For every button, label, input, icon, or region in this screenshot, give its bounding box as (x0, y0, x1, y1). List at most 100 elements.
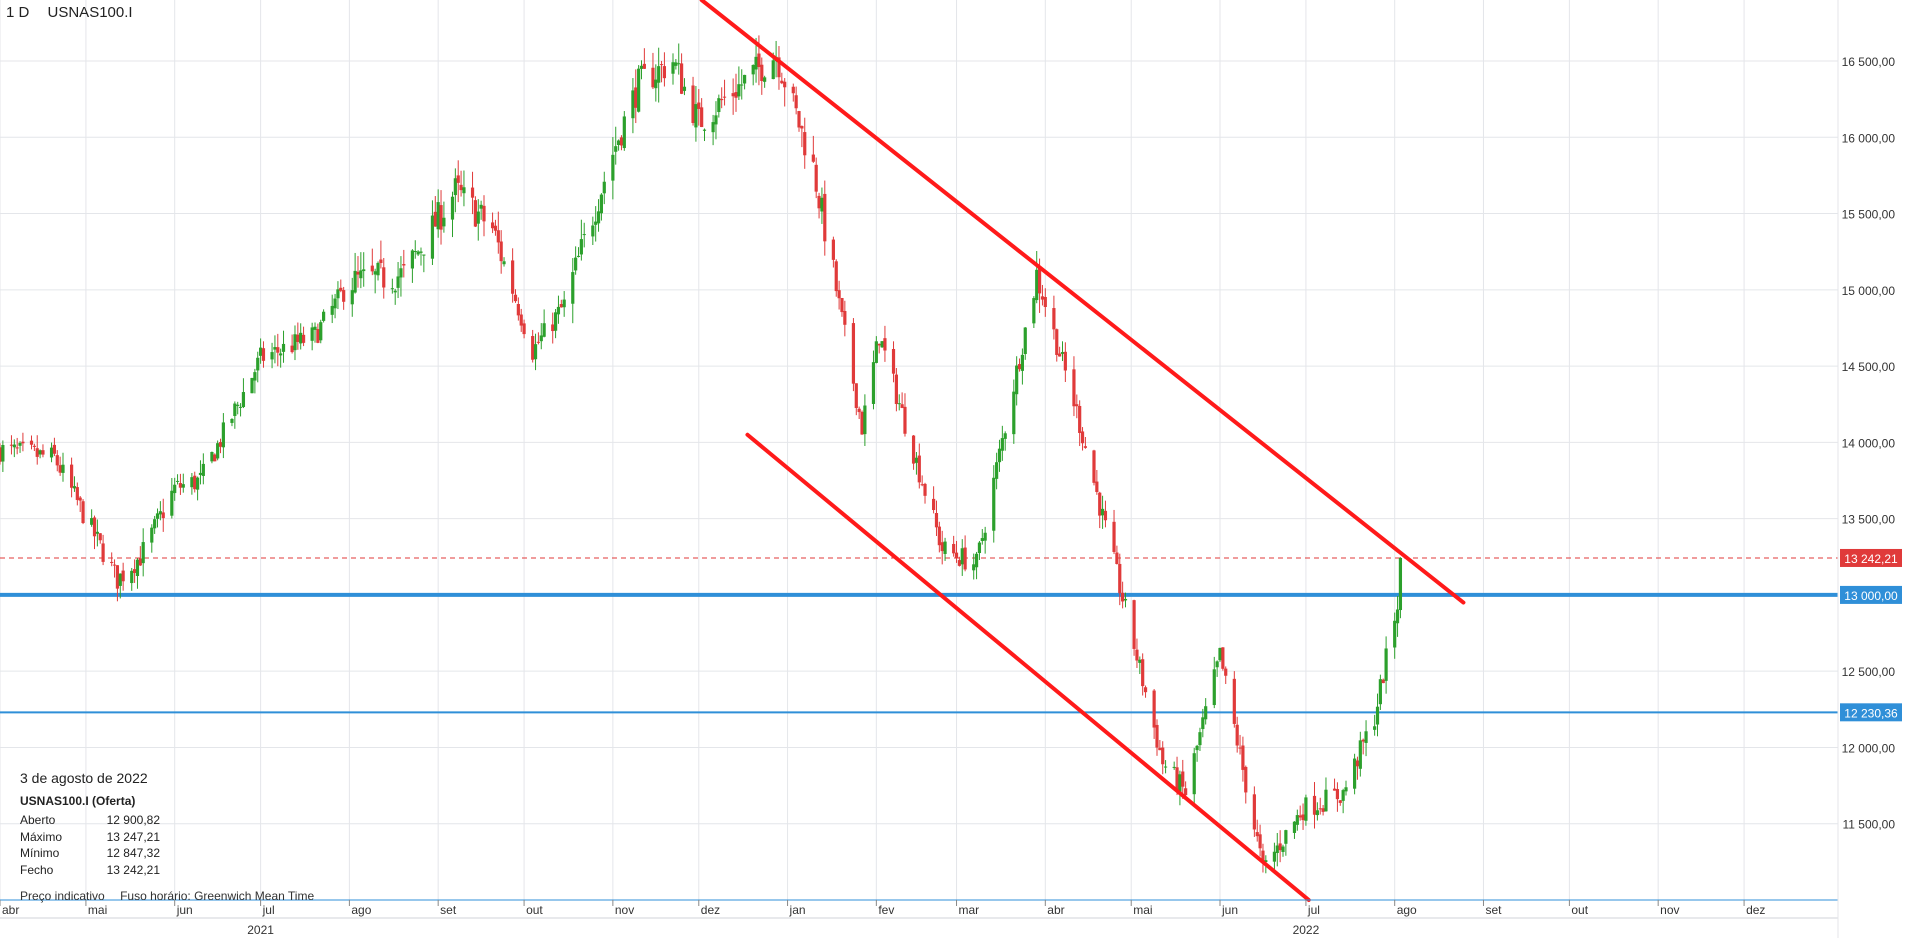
candle-body (413, 251, 417, 253)
candle-body (900, 404, 904, 408)
candle-body (519, 314, 523, 326)
price-level-tag (1840, 585, 1902, 604)
candle-body (631, 90, 635, 119)
candle-body (1152, 690, 1156, 728)
candle-body (834, 261, 838, 292)
x-tick-label: fev (878, 903, 894, 917)
candle-body (496, 230, 500, 243)
candle-body (823, 193, 827, 242)
candle-body (576, 255, 581, 257)
candle-body (462, 187, 466, 194)
info-label: Fecho (20, 862, 54, 877)
candle-body (410, 250, 414, 269)
candle-body (155, 513, 160, 519)
candle-body (1161, 747, 1165, 765)
x-tick-label: ago (351, 903, 371, 917)
candle-body (1204, 706, 1208, 720)
candle-body (531, 336, 535, 360)
candle-body (536, 341, 541, 343)
candle-body (831, 239, 835, 260)
candle-body (714, 115, 718, 125)
candle-body (1375, 706, 1380, 725)
candle-body (559, 304, 563, 308)
candle-body (1235, 724, 1239, 746)
x-tick-label: jan (789, 903, 806, 917)
candle-body (637, 68, 641, 112)
candle-body (78, 497, 82, 501)
candle-body (1244, 766, 1248, 793)
candle-body (1258, 834, 1262, 849)
candle-body (342, 290, 346, 302)
candle-body (382, 267, 386, 288)
candle-body (218, 442, 223, 447)
candle-body (1355, 760, 1360, 767)
candle-body (101, 543, 105, 562)
candle-body (837, 290, 841, 299)
candle-body (1232, 678, 1236, 724)
candle-body (599, 194, 604, 214)
candle-body (1201, 717, 1205, 730)
candle-body (1281, 846, 1285, 852)
candle-body (1301, 814, 1305, 821)
candle-body (977, 542, 982, 554)
candle-body (1037, 266, 1042, 294)
candle-body (1103, 510, 1108, 521)
candle-body (72, 486, 77, 489)
candle-body (940, 542, 944, 552)
y-tick-label: 11 500,00 (1843, 818, 1896, 832)
candle-body (310, 327, 314, 341)
candle-body (238, 406, 243, 408)
candle-body (754, 56, 758, 70)
candle-body (553, 312, 558, 331)
candle-body (422, 254, 426, 256)
candle-body (482, 205, 486, 222)
candle-body (1298, 815, 1302, 818)
candle-body (135, 559, 140, 577)
candle-body (456, 175, 460, 183)
candle-body (1138, 659, 1142, 663)
candle-body (1361, 739, 1365, 742)
info-label: Aberto (20, 813, 56, 827)
candle-body (582, 234, 586, 236)
candle-body (1321, 808, 1325, 812)
candle-body (877, 343, 881, 346)
candle-body (1052, 308, 1056, 330)
candle-body (1381, 679, 1385, 684)
candle-body (98, 533, 102, 541)
timeframe-label[interactable]: 1 D (6, 4, 30, 21)
candle-body (459, 184, 463, 191)
candle-body (642, 63, 646, 69)
candle-body (198, 472, 203, 475)
candle-body (923, 483, 927, 496)
candle-body (350, 290, 354, 305)
candle-body (1324, 789, 1328, 812)
candle-body (542, 323, 546, 337)
candle-body (691, 85, 695, 124)
candle-body (722, 96, 727, 98)
candle-body (1060, 352, 1065, 354)
candle-body (611, 154, 615, 181)
candle-body (29, 440, 34, 445)
candle-body (934, 512, 939, 528)
candle-body (995, 462, 999, 479)
candle-body (216, 443, 220, 459)
symbol-label[interactable]: USNAS100.I (47, 4, 133, 21)
candle-body (674, 62, 678, 66)
candle-body (954, 552, 959, 558)
candle-body (1284, 830, 1288, 844)
candle-body (794, 95, 798, 109)
y-tick-label: 14 000,00 (1842, 436, 1896, 450)
candle-body (322, 311, 326, 321)
candle-body (920, 484, 924, 486)
info-value: 13 247,21 (106, 829, 160, 844)
candle-body (963, 547, 967, 570)
candle-body (591, 225, 595, 237)
candle-body (290, 345, 294, 353)
candle-body (450, 196, 455, 220)
candle-body (241, 392, 246, 408)
candle-body (133, 569, 137, 574)
candle-body (851, 323, 856, 384)
candle-body (21, 441, 25, 444)
